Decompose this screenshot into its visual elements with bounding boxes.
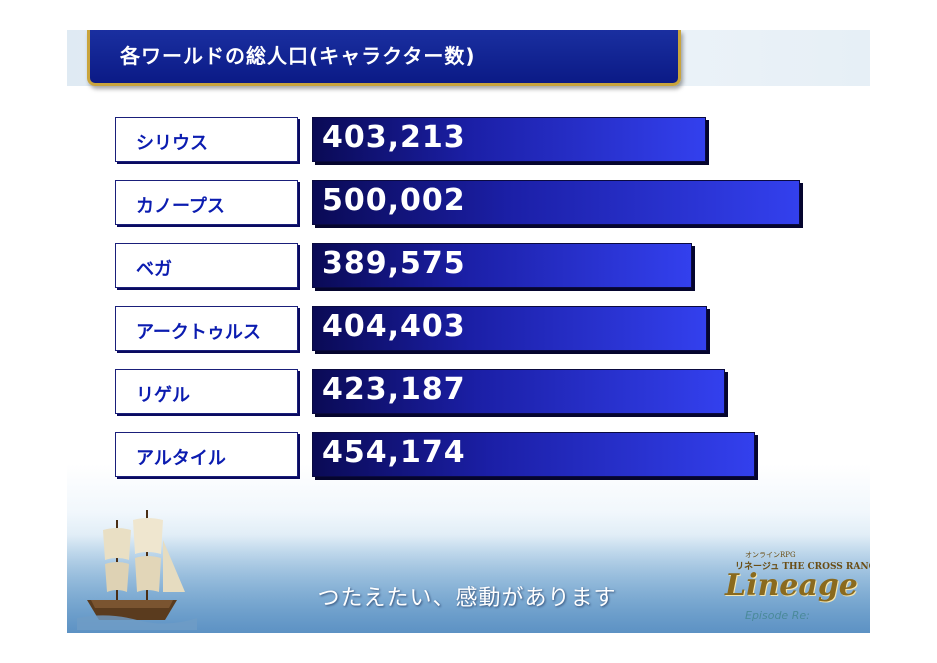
logo-top-text: オンラインRPG (745, 551, 796, 559)
logo-episode-text: Episode Re: (745, 609, 810, 622)
title-box: 各ワールドの総人口(キャラクター数) (87, 30, 681, 86)
chart-title: 各ワールドの総人口(キャラクター数) (120, 44, 476, 68)
category-label: アルタイル (136, 448, 226, 469)
bar (312, 432, 755, 477)
bar-value-label: 403,213 (322, 120, 466, 155)
category-label-box: アークトゥルス (115, 306, 298, 351)
bar-value-label: 423,187 (322, 372, 466, 407)
category-label: シリウス (136, 133, 208, 154)
category-label-box: ベガ (115, 243, 298, 288)
logo-main-text: Lineage (725, 568, 858, 603)
bar-value-label: 500,002 (322, 183, 466, 218)
bar (312, 306, 707, 351)
logo-sub-text: リネージュ THE CROSS RANCOR (735, 562, 870, 572)
category-label-box: リゲル (115, 369, 298, 414)
bar (312, 369, 725, 414)
category-label: リゲル (136, 385, 190, 406)
category-label: カノープス (136, 196, 225, 217)
category-label-box: アルタイル (115, 432, 298, 477)
slide: 各ワールドの総人口(キャラクター数) シリウス 403,213 カノープス 500,0… (67, 30, 870, 633)
lineage-logo: オンラインRPG リネージュ THE CROSS RANCOR Lineage … (715, 550, 870, 628)
bar (312, 180, 800, 225)
bar (312, 117, 706, 162)
category-label: ベガ (136, 259, 172, 280)
bar-value-label: 404,403 (322, 309, 466, 344)
bar-value-label: 389,575 (322, 246, 466, 281)
category-label-box: シリウス (115, 117, 298, 162)
category-label: アークトゥルス (136, 322, 261, 343)
category-label-box: カノープス (115, 180, 298, 225)
sailing-ship-icon (77, 510, 197, 630)
sea-background (67, 535, 870, 633)
tagline: つたえたい、感動があります (317, 586, 617, 611)
bar-value-label: 454,174 (322, 435, 466, 470)
bar (312, 243, 692, 288)
